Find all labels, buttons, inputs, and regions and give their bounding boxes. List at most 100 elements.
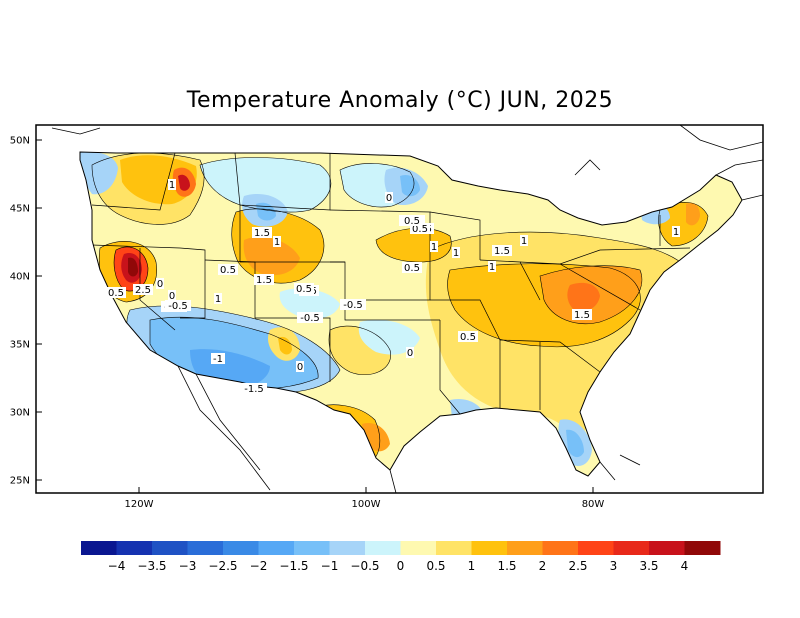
legend-swatch bbox=[436, 541, 472, 555]
contour-label: 2.5 bbox=[135, 285, 151, 296]
legend-swatch bbox=[365, 541, 401, 555]
legend-label: −2.5 bbox=[208, 559, 237, 573]
contour-label-bg bbox=[672, 226, 680, 237]
legend-swatch bbox=[613, 541, 650, 555]
contour-label-bg bbox=[430, 241, 438, 252]
neighbor-coastlines bbox=[51, 124, 764, 494]
contour-label: 0.5 bbox=[108, 288, 124, 299]
legend-swatch bbox=[187, 541, 224, 555]
lon-label: 120W bbox=[125, 499, 154, 510]
legend-label: −3 bbox=[179, 559, 197, 573]
lon-label: 100W bbox=[352, 499, 381, 510]
legend-swatch bbox=[116, 541, 153, 555]
contour-label: 0 bbox=[169, 291, 175, 302]
contour-label: 1 bbox=[489, 262, 495, 273]
contour-label: 0.5 bbox=[460, 332, 476, 343]
state-borders bbox=[91, 152, 691, 415]
contour-label-bg bbox=[410, 223, 430, 234]
contour-label-bg bbox=[241, 383, 267, 394]
contour-label: 1 bbox=[453, 248, 459, 259]
contour-label-bg bbox=[296, 361, 304, 372]
contour-label-bg bbox=[406, 347, 414, 358]
contour-label: 1 bbox=[431, 242, 437, 253]
contour-label: 1 bbox=[215, 294, 221, 305]
contour-label-bg bbox=[273, 236, 281, 247]
contour-labels: 10-0.50.511.50.51.50.510.5-0.5-0.50-0.50… bbox=[106, 179, 680, 395]
lat-label: 45N bbox=[10, 204, 30, 215]
legend-label: 3.5 bbox=[639, 559, 658, 573]
legend-label: −2 bbox=[250, 559, 268, 573]
contour-label-bg bbox=[214, 293, 222, 304]
legend-label: −0.5 bbox=[350, 559, 379, 573]
contour-label: 0.5 bbox=[404, 216, 420, 227]
contour-label: 1 bbox=[673, 227, 679, 238]
contour-label: 1.5 bbox=[254, 228, 270, 239]
contour-label-bg bbox=[492, 245, 512, 256]
contour-label: 0 bbox=[407, 348, 413, 359]
contour-label-bg bbox=[106, 287, 126, 298]
legend-label: −4 bbox=[108, 559, 126, 573]
contour-label: 0 bbox=[297, 362, 303, 373]
legend-swatch bbox=[294, 541, 330, 555]
page-title: Temperature Anomaly (°C) JUN, 2025 bbox=[186, 88, 614, 113]
contour-label: -1 bbox=[213, 354, 223, 365]
legend-swatch bbox=[542, 541, 579, 555]
contour-label: 1 bbox=[169, 180, 175, 191]
contour-label-bg bbox=[156, 278, 164, 289]
legend-label: −1 bbox=[321, 559, 339, 573]
legend-swatch bbox=[578, 541, 614, 555]
contour-label: 0 bbox=[386, 193, 392, 204]
legend-label: 2 bbox=[539, 559, 547, 573]
lon-labels: 120W 100W 80W bbox=[125, 499, 605, 510]
legend-swatch bbox=[649, 541, 685, 555]
contour-label-bg bbox=[211, 353, 225, 364]
contour-label: 0.5 bbox=[220, 265, 236, 276]
contour-label-bg bbox=[165, 300, 191, 311]
legend-label: −3.5 bbox=[137, 559, 166, 573]
contour-label-bg bbox=[402, 262, 422, 273]
legend-swatch bbox=[258, 541, 295, 555]
contour-label-bg bbox=[520, 235, 528, 246]
contour-label-bg bbox=[294, 283, 314, 294]
contour-label-bg bbox=[340, 299, 366, 310]
lat-label: 35N bbox=[10, 340, 30, 351]
contour-label: 0.5 bbox=[412, 224, 428, 235]
lat-label: 30N bbox=[10, 408, 30, 419]
contour-label-bg bbox=[488, 261, 496, 272]
legend-label: 3 bbox=[610, 559, 618, 573]
legend-swatch bbox=[81, 541, 117, 555]
contour-label-bg bbox=[297, 312, 323, 323]
contour-label-bg bbox=[168, 290, 176, 301]
legend-label: −1.5 bbox=[279, 559, 308, 573]
contour-label: 1 bbox=[274, 237, 280, 248]
legend-swatch bbox=[152, 541, 188, 555]
contour-label: -1.5 bbox=[244, 384, 264, 395]
legend-swatch bbox=[329, 541, 366, 555]
legend-swatch bbox=[507, 541, 543, 555]
contour-label-bg bbox=[385, 192, 393, 203]
contour-label-bg bbox=[218, 264, 238, 275]
contour-label-bg bbox=[572, 309, 592, 320]
legend-swatch bbox=[223, 541, 259, 555]
lat-label: 40N bbox=[10, 272, 30, 283]
legend-swatch bbox=[471, 541, 508, 555]
lon-label: 80W bbox=[582, 499, 605, 510]
contour-label: 1.5 bbox=[256, 275, 272, 286]
contour-label-bg bbox=[168, 179, 176, 190]
legend-swatch bbox=[684, 541, 721, 555]
contour-label: -0.5 bbox=[343, 300, 363, 311]
color-legend: −4 −3.5 −3 −2.5 −2 −1.5 −1 −0.5 0 0.5 1 1.5 2 2.5 3 3.5… bbox=[81, 541, 721, 573]
legend-swatch bbox=[400, 541, 437, 555]
contour-label: 1.5 bbox=[494, 246, 510, 257]
contour-label-bg bbox=[133, 284, 153, 295]
contour-label-bg bbox=[402, 215, 422, 226]
contour-label: 0 bbox=[157, 279, 163, 290]
axis-ticks bbox=[36, 139, 594, 493]
contour-label: 0.5 bbox=[296, 284, 312, 295]
legend-label: 4 bbox=[681, 559, 689, 573]
legend-label: 0.5 bbox=[426, 559, 445, 573]
contour-label: 1.5 bbox=[574, 310, 590, 321]
lat-label: 50N bbox=[10, 136, 30, 147]
contour-label: 0.5 bbox=[404, 263, 420, 274]
